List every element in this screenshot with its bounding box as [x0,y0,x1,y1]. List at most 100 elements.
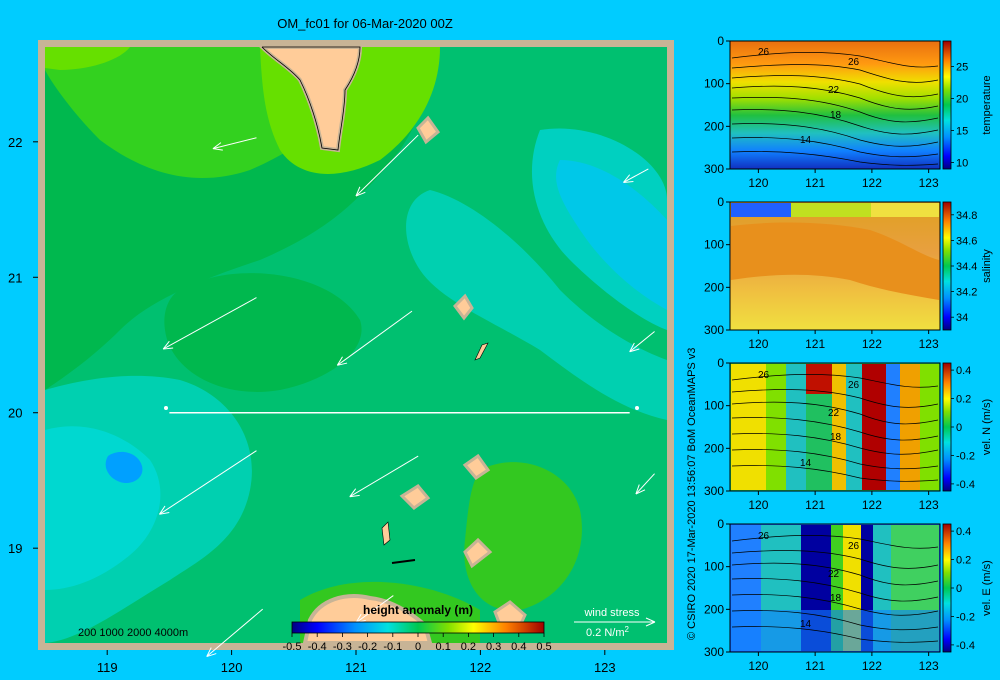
panel-colorbar-tick-label: -0.4 [956,640,975,652]
map-panel: 119 120 121 122 123 22 21 20 19 200 1000 2000 4… [8,40,674,675]
x-tick-label: 119 [97,660,118,675]
contour-label: 26 [848,380,860,391]
panel-x-tick-label: 120 [748,498,768,512]
colorbar-tick-label: -0.1 [383,641,402,653]
contour-label: 14 [800,619,812,630]
panel-x-tick-label: 123 [919,337,939,351]
panel-y-tick-label: 100 [704,77,724,91]
panel-y-tick-label: 300 [704,162,724,176]
panel-colorbar-tick-label: 0.2 [956,394,971,406]
panel-salinity [729,201,941,331]
panel-x-tick-label: 121 [805,498,825,512]
panel-colorbar-tick-label: 34 [956,312,968,324]
panel-colorbar-tick-label: -0.2 [956,450,975,462]
x-tick-label: 121 [345,660,367,675]
contour-label: 18 [830,432,842,443]
contour-label: 26 [848,57,860,68]
chart-title: OM_fc01 for 06-Mar-2020 00Z [277,16,453,31]
wind-vector [349,455,419,498]
salinity-max-core [731,222,939,300]
x-tick-label: 122 [470,660,492,675]
panel-colorbar-tick-label: 25 [956,62,968,74]
panel-y-tick-label: 0 [717,34,724,48]
panel-x-tick-label: 121 [805,176,825,190]
panel-y-tick-label: 200 [704,441,724,455]
panel-y-tick-label: 0 [717,195,724,209]
panel-x-tick-label: 122 [862,176,882,190]
panel-temperature: 26 26 22 18 14 [729,40,941,170]
section-panel-temperature: 120 121 122 123 0 100 200 300 25 20 15 10 temperatur… [704,34,993,190]
contour-label: 18 [830,110,842,121]
contour-label: 26 [848,541,860,552]
colorbar-tick-label: 0 [415,641,421,653]
section-panel-axes: 120 121 122 123 0 100 200 300 25 20 15 10 temperatur… [704,34,993,673]
y-tick-label: 21 [8,270,22,285]
panel-x-tick-label: 120 [748,176,768,190]
panel-colorbar-tick-label: 20 [956,94,968,106]
vel-e-contours [731,535,939,643]
contour-label: 18 [830,593,842,604]
colorbar-title: height anomaly (m) [363,603,473,617]
panel-y-tick-label: 300 [704,484,724,498]
panel-x-tick-label: 123 [919,498,939,512]
contour-label: 22 [828,85,840,96]
wind-vector [162,297,257,350]
panel-x-tick-label: 122 [862,337,882,351]
panel-colorbar-tick-label: 0 [956,422,962,434]
panel-colorbar-tick-label: 0.2 [956,555,971,567]
panel-colorbar-tick-label: 34.6 [956,235,977,247]
panel-colorbar-tick-label: 0.4 [956,526,971,538]
panel-x-tick-label: 121 [805,337,825,351]
temperature-contours [731,52,939,166]
panel-colorbar-label: temperature [981,75,993,134]
colorbar-tick-label: -0.5 [283,641,302,653]
colorbar-tick-label: -0.2 [358,641,377,653]
panel-vel-n: 26 26 22 18 14 [729,362,941,492]
panel-vel-e: 26 26 22 18 14 [729,523,941,653]
colorbar-gradient [291,621,545,634]
panel-y-tick-label: 100 [704,238,724,252]
panel-colorbar-tick-label: -0.2 [956,611,975,623]
y-tick-label: 22 [8,135,22,150]
panel-x-tick-label: 121 [805,659,825,673]
panel-colorbar-tick-label: 34.2 [956,287,977,299]
colorbar-tick-label: -0.4 [308,641,327,653]
contour-label: 14 [800,135,812,146]
panel-y-tick-label: 100 [704,399,724,413]
panel-colorbar [942,523,952,653]
panel-colorbar [942,40,952,170]
height-colorbar: height anomaly (m) -0.5 -0.4 -0.3 -0.2 -0.1 0… [283,603,552,653]
panel-colorbar-label: vel. E (m/s) [981,560,993,616]
panel-colorbar-tick-label: 34.8 [956,210,977,222]
wind-stress-scale: 0.2 N/m2 [586,625,630,639]
section-panel-salinity: 120 121 122 123 0 100 200 300 34.8 34.6 34.4 34.2 34… [704,195,993,351]
panel-colorbar-tick-label: 10 [956,158,968,170]
panel-colorbar-label: vel. N (m/s) [981,399,993,455]
contour-label: 22 [828,569,840,580]
panel-x-tick-label: 120 [748,337,768,351]
section-panel-vel-e: 120 121 122 123 0 100 200 300 0.4 0.2 0 -0.2 -0.4 vel… [704,517,993,673]
panel-colorbar [942,201,952,331]
x-tick-label: 123 [594,660,616,675]
contour-label: 26 [758,47,770,58]
wind-vector [212,137,257,151]
wind-vector [336,310,413,366]
wind-vector [635,473,655,495]
panel-colorbar-tick-label: 34.4 [956,261,977,273]
wind-vector [355,134,419,197]
wind-vectors [159,134,655,658]
salinity-surface [791,203,871,217]
panel-x-tick-label: 123 [919,176,939,190]
wind-vector [629,331,655,353]
map-y-axis: 22 21 20 19 [8,135,38,556]
transect-end [635,406,639,410]
panel-colorbar-tick-label: 0.4 [956,365,971,377]
salinity-surface-fresh [731,203,791,217]
colorbar-tick-label: 0.2 [461,641,476,653]
y-tick-label: 19 [8,541,22,556]
panel-y-tick-label: 200 [704,119,724,133]
colorbar-tick-label: 0.1 [436,641,451,653]
panel-colorbar-tick-label: 0 [956,583,962,595]
panel-y-tick-label: 0 [717,356,724,370]
wind-stress-legend: wind stress 0.2 N/m2 [574,607,656,639]
